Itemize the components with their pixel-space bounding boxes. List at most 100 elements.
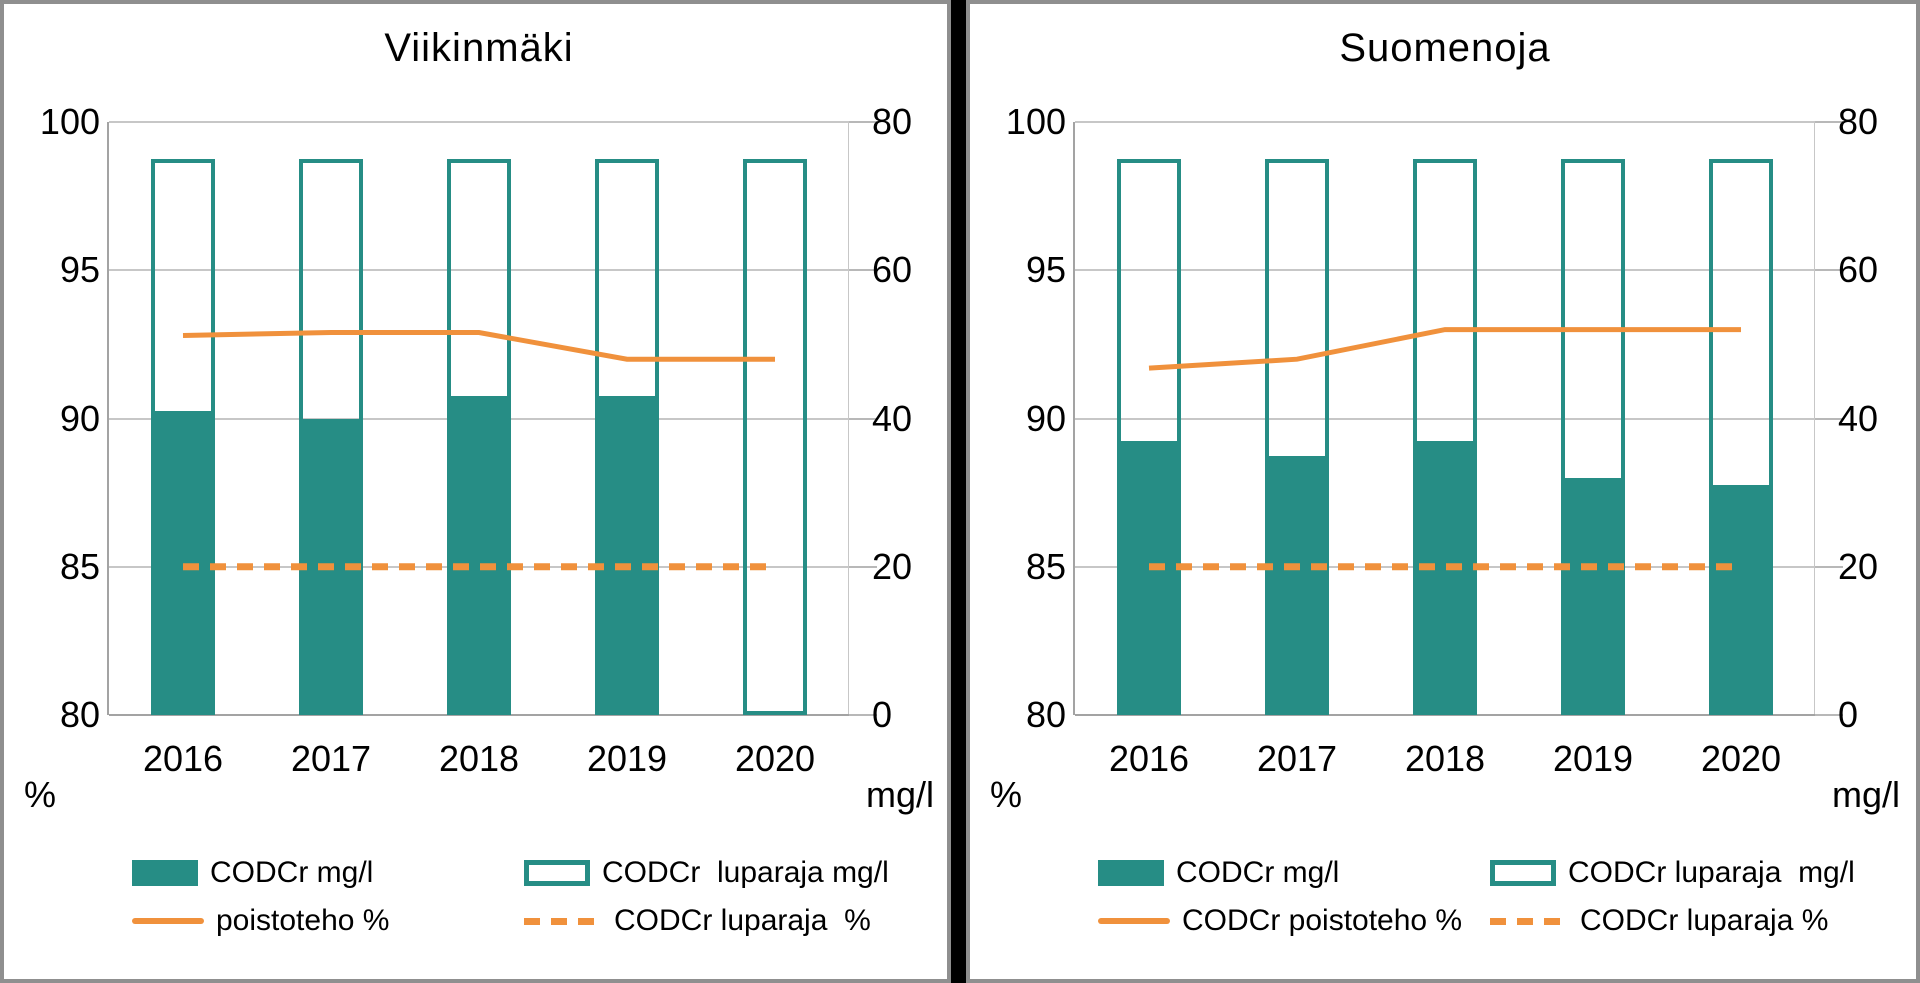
left-axis-tick-label: 85: [59, 545, 100, 587]
codcr-bar: [447, 396, 511, 715]
gridline: [109, 121, 849, 123]
right-axis-tick-label: 60: [872, 249, 913, 291]
right-axis-tickmark: [849, 714, 877, 716]
right-axis-tick-label: 20: [1838, 545, 1879, 587]
luparaja-limit-bar: [1413, 159, 1477, 715]
luparaja-limit-bar: [447, 159, 511, 715]
legend-item: CODCr luparaja %: [1490, 903, 1855, 939]
left-axis-tick-label: 100: [39, 101, 100, 142]
luparaja-limit-bar: [1561, 159, 1625, 715]
legend-item: CODCr poistoteho %: [1098, 903, 1490, 939]
gridline: [1075, 417, 1815, 420]
legend-label: poistoteho %: [216, 904, 390, 937]
right-axis-tickmark: [1815, 714, 1843, 716]
right-axis-tick-label: 40: [1838, 397, 1879, 439]
chart-panel-viikinmaki: Viikinmäki % mg/l CODCr mg/l CODCr lupara…: [0, 0, 951, 983]
left-axis-tick-label: 95: [59, 249, 100, 291]
codcr-bar: [1265, 455, 1329, 715]
x-axis-tick-label: 2019: [586, 738, 668, 779]
legend-swatch-bar-outline: [1490, 860, 1556, 886]
gridline: [109, 714, 849, 716]
right-axis-tickmark: [1815, 121, 1843, 123]
left-axis-tick-label: 80: [59, 694, 100, 735]
right-axis-tickmark: [1815, 417, 1843, 420]
x-axis-tick-label: 2017: [1256, 738, 1338, 779]
codcr-bar: [595, 396, 659, 715]
legend-label: CODCr luparaja %: [614, 904, 871, 937]
left-axis-tick-label: 85: [1025, 545, 1066, 587]
right-axis-tickmark: [849, 565, 877, 568]
right-axis-tick-label: 80: [1838, 101, 1879, 142]
gridline: [1075, 714, 1815, 716]
legend-item: CODCr mg/l: [132, 855, 524, 891]
codcr-bar: [151, 411, 215, 715]
codcr-bar: [1413, 440, 1477, 715]
right-axis-tick-label: 60: [1838, 249, 1879, 291]
legend-label: CODCr mg/l: [210, 856, 374, 889]
line-series-overlay: [1075, 122, 1815, 715]
legend-label: CODCr mg/l: [1176, 856, 1340, 889]
right-axis-tickmark: [849, 417, 877, 420]
legend-item: CODCr luparaja mg/l: [1490, 855, 1855, 891]
right-axis-tickmark: [849, 269, 877, 272]
legend-swatch-line-dashed: [524, 917, 602, 925]
left-axis-unit-label: %: [990, 774, 1023, 815]
x-axis-tick-label: 2016: [1108, 738, 1190, 779]
legend-label: CODCr luparaja mg/l: [1568, 856, 1855, 889]
right-axis-tickmark: [849, 121, 877, 123]
luparaja-limit-bar: [1265, 159, 1329, 715]
luparaja-limit-bar: [743, 159, 807, 715]
poistoteho-line: [183, 333, 775, 360]
gridline: [109, 269, 849, 272]
x-axis-tick-label: 2020: [734, 738, 816, 779]
right-axis-tick-label: 80: [872, 101, 913, 142]
chart-title: Suomenoja: [1339, 26, 1551, 70]
x-axis-tick-label: 2018: [1404, 738, 1486, 779]
luparaja-limit-bar: [1117, 159, 1181, 715]
legend-label: CODCr luparaja mg/l: [602, 856, 889, 889]
luparaja-limit-bar: [1709, 159, 1773, 715]
legend-swatch-line-dashed: [1490, 917, 1568, 925]
luparaja-limit-bar: [595, 159, 659, 715]
chart-legend: CODCr mg/l CODCr luparaja mg/l CODCr poist…: [1098, 855, 1855, 939]
legend-label: CODCr luparaja %: [1580, 904, 1829, 937]
x-axis-tick-label: 2016: [142, 738, 224, 779]
right-axis-tickmark: [1815, 269, 1843, 272]
luparaja-limit-bar: [151, 159, 215, 715]
legend-swatch-bar-outline: [524, 860, 590, 886]
left-axis-tick-label: 95: [1025, 249, 1066, 291]
left-axis-unit-label: %: [24, 774, 57, 815]
right-axis-tick-label: 0: [872, 694, 893, 735]
legend-swatch-bar-filled: [1098, 860, 1164, 886]
legend-swatch-line-solid: [132, 918, 204, 924]
legend-item: CODCr luparaja mg/l: [524, 855, 889, 891]
gridline: [1075, 269, 1815, 272]
legend-swatch-bar-filled: [132, 860, 198, 886]
line-series-overlay: [109, 122, 849, 715]
gridline: [1075, 121, 1815, 123]
codcr-bar: [1561, 477, 1625, 715]
left-axis-tick-label: 80: [1025, 694, 1066, 735]
right-axis-unit-label: mg/l: [866, 774, 935, 815]
legend-swatch-line-solid: [1098, 918, 1170, 924]
x-axis-tick-label: 2019: [1552, 738, 1634, 779]
chart-title: Viikinmäki: [384, 26, 574, 70]
x-axis-tick-label: 2020: [1700, 738, 1782, 779]
codcr-bar: [1709, 485, 1773, 715]
x-axis-tick-label: 2017: [290, 738, 372, 779]
right-axis-unit-label: mg/l: [1832, 774, 1901, 815]
plot-area: [1073, 121, 1843, 716]
x-axis-tick-label: 2018: [438, 738, 520, 779]
left-axis-tick-label: 100: [1005, 101, 1066, 142]
codcr-bar: [1117, 440, 1181, 715]
left-axis-tick-label: 90: [59, 397, 100, 439]
left-axis-line: [1073, 122, 1075, 715]
right-axis-tick-label: 40: [872, 397, 913, 439]
legend-item: poistoteho %: [132, 903, 524, 939]
legend-item: CODCr luparaja %: [524, 903, 889, 939]
chart-panel-suomenoja: Suomenoja % mg/l CODCr mg/l CODCr luparaj…: [966, 0, 1920, 983]
legend-item: CODCr mg/l: [1098, 855, 1490, 891]
right-axis-tick-label: 0: [1838, 694, 1859, 735]
right-axis-tickmark: [1815, 565, 1843, 568]
poistoteho-line: [1149, 330, 1741, 369]
